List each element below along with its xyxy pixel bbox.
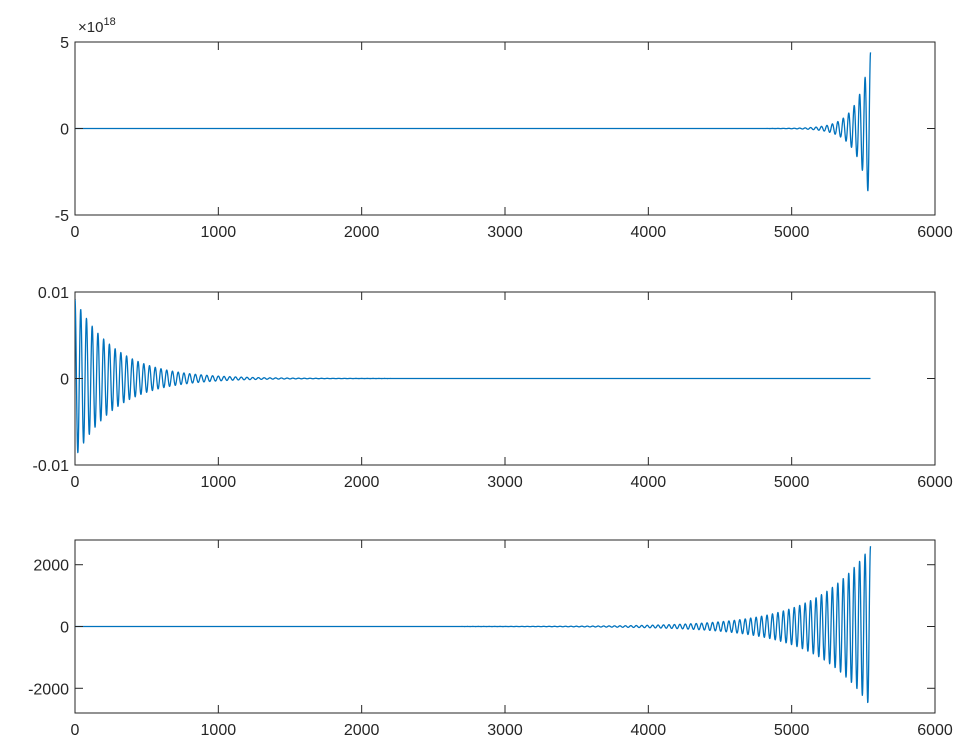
y-tick-label: -2000 xyxy=(28,681,69,698)
series-line xyxy=(75,52,872,192)
x-tick-label: 3000 xyxy=(487,224,523,241)
x-tick-label: 6000 xyxy=(917,474,953,491)
x-tick-label: 5000 xyxy=(774,224,810,241)
series-line xyxy=(75,298,871,454)
y-tick-label: -0.01 xyxy=(33,458,70,475)
y-tick-label: 0 xyxy=(60,372,69,389)
x-tick-label: 3000 xyxy=(487,722,523,739)
x-tick-label: 2000 xyxy=(344,224,380,241)
y-tick-label: 0 xyxy=(60,122,69,139)
x-tick-label: 5000 xyxy=(774,474,810,491)
x-tick-label: 5000 xyxy=(774,722,810,739)
subplot-1: 0 1000 2000 3000 4000 5000 6000-505×1018 xyxy=(55,16,953,241)
x-tick-label: 2000 xyxy=(344,722,380,739)
x-tick-label: 6000 xyxy=(917,224,953,241)
x-tick-label: 1000 xyxy=(201,722,237,739)
subplot-3: 0 1000 2000 3000 4000 5000 6000 -2000 0 2000 xyxy=(28,539,953,739)
x-tick-label: 4000 xyxy=(631,224,667,241)
y-exponent-label: ×1018 xyxy=(78,16,116,36)
y-tick-label: -5 xyxy=(55,208,69,225)
x-tick-label: 4000 xyxy=(631,474,667,491)
y-tick-label: 0 xyxy=(60,620,69,637)
x-tick-label: 4000 xyxy=(631,722,667,739)
x-tick-label: 1000 xyxy=(201,474,237,491)
x-tick-label: 0 xyxy=(71,474,80,491)
y-tick-label: 5 xyxy=(60,35,69,52)
y-tick-label: 2000 xyxy=(33,558,69,575)
x-tick-label: 1000 xyxy=(201,224,237,241)
x-tick-label: 0 xyxy=(71,224,80,241)
y-tick-label: 0.01 xyxy=(38,285,69,302)
x-tick-label: 0 xyxy=(71,722,80,739)
x-tick-label: 6000 xyxy=(917,722,953,739)
series-line xyxy=(75,546,872,704)
x-tick-label: 2000 xyxy=(344,474,380,491)
x-tick-label: 3000 xyxy=(487,474,523,491)
